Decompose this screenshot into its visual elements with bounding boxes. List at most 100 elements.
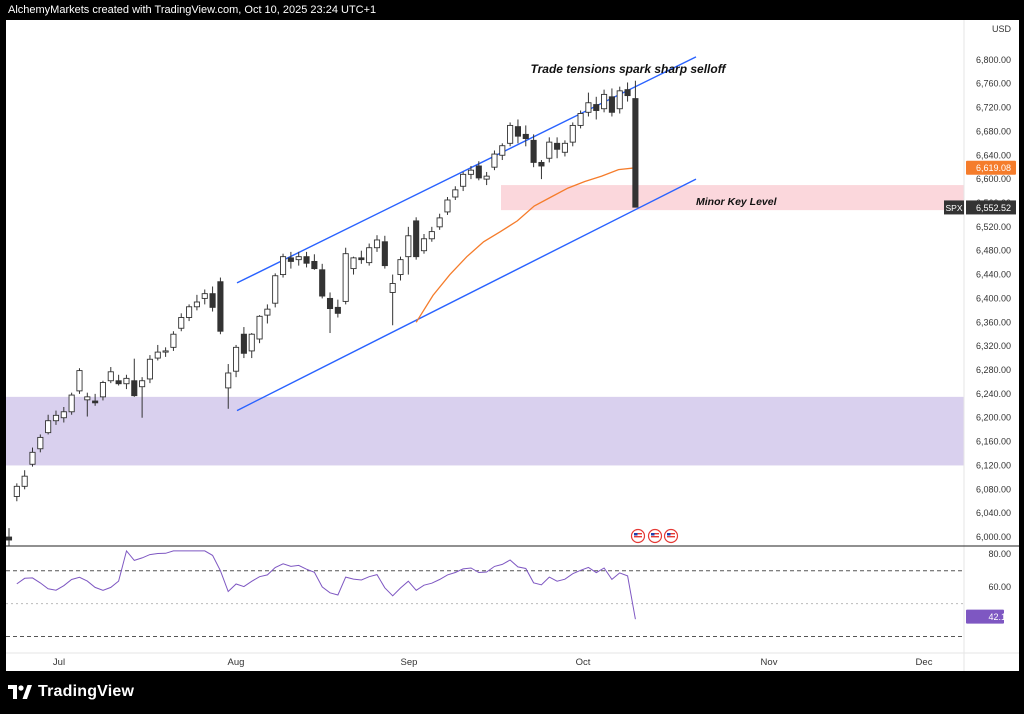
time-tick-label: Aug xyxy=(228,657,245,668)
candle-body-up xyxy=(467,169,475,175)
candle xyxy=(60,406,67,423)
candle-body-down xyxy=(131,380,138,397)
candle-body-down xyxy=(334,306,341,314)
price-tick-label: 6,280.00 xyxy=(976,365,1011,375)
candle-body-down xyxy=(624,89,631,97)
candle xyxy=(154,344,161,361)
candle xyxy=(632,80,639,208)
candle xyxy=(209,286,216,312)
candle-body-down xyxy=(209,293,216,308)
candle xyxy=(514,119,522,144)
candle xyxy=(593,96,600,120)
candle-body-up xyxy=(84,396,91,401)
candle-body-up xyxy=(420,238,428,252)
candle-body-up xyxy=(186,306,193,318)
candle-body-up xyxy=(342,253,349,302)
candle xyxy=(397,256,404,281)
candle xyxy=(45,414,52,435)
price-chart[interactable]: Trade tensions spark sharp selloff Minor … xyxy=(6,20,1019,671)
candle-body-down xyxy=(240,333,247,354)
tradingview-brand[interactable]: TradingView xyxy=(8,683,134,701)
candle xyxy=(366,243,373,266)
candle xyxy=(162,347,169,357)
price-tick-label: 6,000.00 xyxy=(976,532,1011,542)
candle xyxy=(311,254,318,270)
candle xyxy=(295,251,302,266)
price-tick-label: 6,120.00 xyxy=(976,460,1011,470)
candle xyxy=(569,122,576,147)
zones-layer xyxy=(6,185,964,466)
last-price-label: 6,552.52 xyxy=(976,203,1011,213)
candle-body-down xyxy=(287,257,294,262)
candle-body-up xyxy=(280,256,287,276)
candle xyxy=(37,434,44,453)
candle xyxy=(76,368,83,394)
candle xyxy=(381,235,388,269)
candle-body-up xyxy=(507,124,514,144)
candle-body-down xyxy=(593,104,600,111)
time-tick-label: Nov xyxy=(761,657,778,668)
candle-body-down xyxy=(326,297,334,310)
candle-body-up xyxy=(585,102,592,113)
candle xyxy=(420,233,428,254)
rsi-line xyxy=(16,549,636,620)
candle-body-up xyxy=(13,485,20,497)
candle-body-up xyxy=(37,436,44,450)
candle-body-up xyxy=(193,301,200,308)
candle-body-down xyxy=(475,165,482,179)
candle-body-up xyxy=(29,451,36,465)
candle xyxy=(326,292,334,334)
candle-body-up xyxy=(139,380,146,388)
tradingview-logo-icon xyxy=(8,685,32,699)
price-tick-label: 6,680.00 xyxy=(976,126,1011,136)
candle-body-up xyxy=(616,90,623,110)
candle xyxy=(193,294,200,311)
candle xyxy=(428,226,435,242)
candle-body-up xyxy=(146,358,153,380)
candle-body-up xyxy=(460,173,467,187)
candle xyxy=(467,165,475,180)
candle-body-up xyxy=(366,247,373,264)
candle-body-up xyxy=(491,153,498,168)
candle xyxy=(483,171,490,186)
rsi-panel: 80.00 60.00 42.10 xyxy=(6,549,1011,638)
price-tick-label: 6,360.00 xyxy=(976,317,1011,327)
candle-body-up xyxy=(201,293,208,299)
candle-body-up xyxy=(350,257,357,270)
candle-body-up xyxy=(546,141,553,159)
time-tick-label: Jul xyxy=(53,657,65,668)
price-tick-label: 6,040.00 xyxy=(976,508,1011,518)
candle-body-up xyxy=(45,420,52,434)
candle xyxy=(225,364,232,409)
candle xyxy=(334,299,341,318)
candle-body-down xyxy=(632,98,639,208)
candle xyxy=(280,253,287,278)
candle xyxy=(444,197,451,215)
candle-body-up xyxy=(256,315,263,340)
candle-body-up xyxy=(601,93,608,110)
candle xyxy=(52,410,60,425)
price-tick-label: 6,160.00 xyxy=(976,437,1011,447)
candle xyxy=(240,327,247,359)
candle-body-up xyxy=(436,217,443,228)
candle xyxy=(29,447,36,467)
candles-layer xyxy=(6,80,639,546)
price-tick-label: 6,400.00 xyxy=(976,293,1011,303)
candle-body-up xyxy=(107,371,114,382)
candle xyxy=(319,263,326,299)
zone-0 xyxy=(6,396,964,466)
ema-line xyxy=(415,167,636,323)
channel-lower-line xyxy=(236,178,697,412)
candle xyxy=(233,344,240,378)
candle xyxy=(475,161,482,181)
candle xyxy=(92,393,99,406)
symbol-tag xyxy=(944,200,964,215)
candle xyxy=(561,140,568,157)
candle xyxy=(624,82,631,102)
candle-body-down xyxy=(413,220,420,258)
candle xyxy=(170,331,177,351)
candle xyxy=(264,304,271,324)
time-tick-label: Dec xyxy=(916,657,933,668)
candle-body-down xyxy=(514,126,522,137)
candle xyxy=(139,377,146,418)
